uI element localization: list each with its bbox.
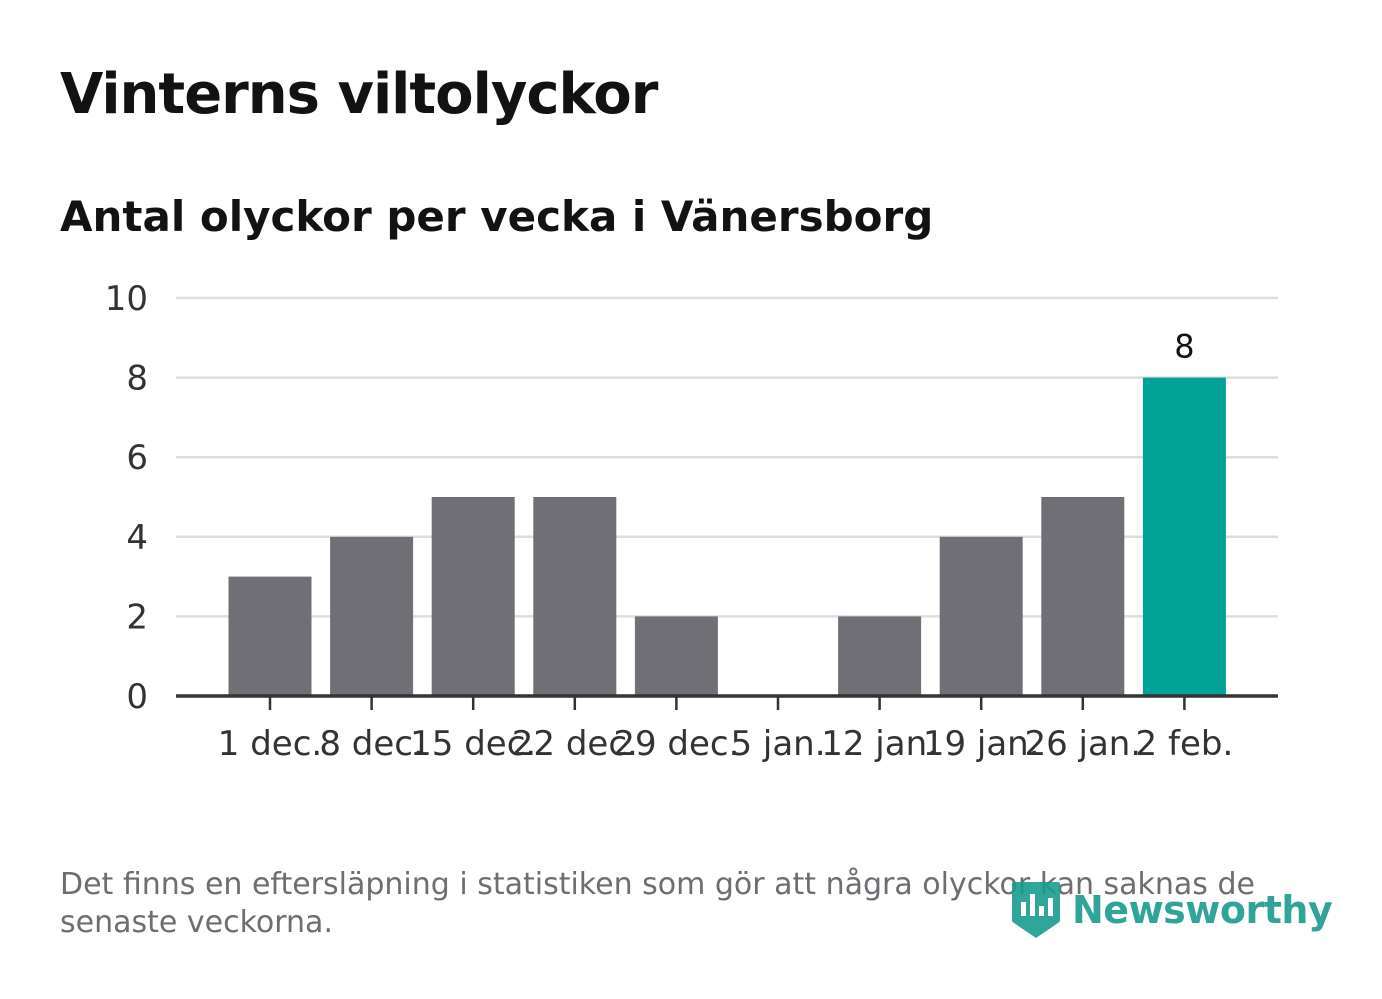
brand-name: Newsworthy (1072, 888, 1333, 932)
y-tick-label: 10 (105, 279, 148, 319)
x-tick-label: 19 jan. (923, 724, 1040, 764)
x-tick-label: 8 dec. (319, 724, 423, 764)
chart-title: Vinterns viltolyckor (60, 62, 658, 127)
bar (838, 616, 922, 696)
x-tick-label: 12 jan. (821, 724, 938, 764)
y-tick-label: 4 (126, 518, 148, 558)
newsworthy-logo-icon (1012, 882, 1060, 938)
x-tick-label: 26 jan. (1024, 724, 1141, 764)
newsworthy-logo[interactable]: Newsworthy (1010, 880, 1333, 940)
y-tick-label: 6 (126, 438, 148, 478)
axes (176, 694, 1278, 710)
x-tick-label: 15 dec. (410, 724, 536, 764)
bar (228, 576, 312, 696)
bar (533, 497, 617, 696)
y-tick-label: 0 (126, 677, 148, 717)
labels: 0 2 4 6 8 10 1 dec.8 dec.15 dec.22 dec.29 dec.… (105, 279, 1234, 764)
x-tick-label: 5 jan. (730, 724, 825, 764)
x-tick-label: 2 feb. (1136, 724, 1234, 764)
bar (1142, 377, 1226, 696)
bar (939, 536, 1023, 696)
bars (228, 377, 1226, 696)
bar (330, 536, 414, 696)
chart-subtitle: Antal olyckor per vecka i Vänersborg (60, 192, 934, 241)
x-tick-label: 22 dec. (512, 724, 638, 764)
bar (634, 616, 718, 696)
y-tick-label: 2 (126, 597, 148, 637)
bar (1041, 497, 1125, 696)
x-tick-label: 29 dec. (613, 724, 739, 764)
y-tick-label: 8 (126, 359, 148, 399)
bar (431, 497, 515, 696)
x-tick-label: 1 dec. (218, 724, 322, 764)
data-label: 8 (1174, 328, 1194, 366)
